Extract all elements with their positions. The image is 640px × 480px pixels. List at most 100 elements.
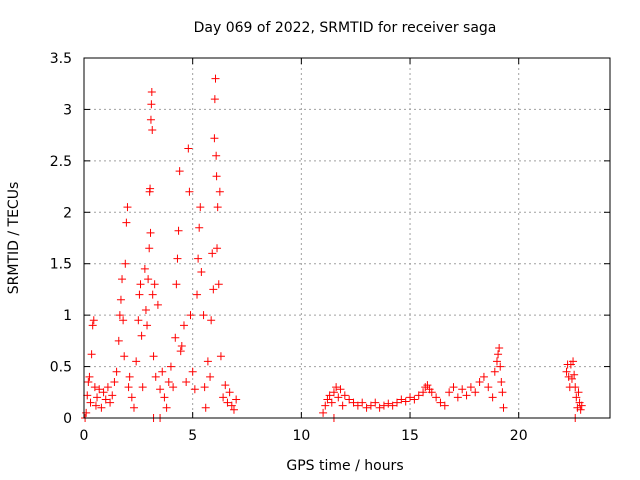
data-point: [327, 398, 336, 407]
data-point: [116, 295, 125, 304]
data-point: [82, 408, 91, 417]
data-point: [149, 352, 158, 361]
data-point: [83, 391, 92, 400]
y-tick-label: 0: [63, 411, 72, 427]
data-point: [211, 74, 220, 83]
data-point: [336, 385, 345, 394]
data-point: [392, 398, 401, 407]
data-point: [166, 362, 175, 371]
y-tick-label: 3.5: [50, 51, 72, 67]
x-axis-label: GPS time / hours: [286, 458, 403, 474]
data-points: [81, 74, 586, 422]
data-point: [574, 388, 583, 397]
data-point: [138, 383, 147, 392]
data-point: [564, 372, 573, 381]
data-point: [212, 172, 221, 181]
data-point: [99, 388, 108, 397]
data-point: [375, 403, 384, 412]
data-point: [137, 331, 146, 340]
data-point: [136, 280, 145, 289]
data-point: [164, 378, 173, 386]
data-point: [319, 408, 328, 417]
data-point: [103, 383, 112, 392]
data-point: [225, 388, 234, 397]
data-point: [427, 388, 436, 397]
data-point: [90, 383, 99, 392]
data-point: [573, 403, 582, 412]
data-point: [203, 357, 212, 366]
data-point: [176, 347, 185, 356]
grid-lines: [84, 58, 610, 418]
data-point: [432, 393, 441, 402]
data-point: [123, 203, 132, 212]
data-point: [223, 398, 232, 407]
data-point: [227, 401, 236, 410]
data-point: [201, 403, 210, 412]
y-tick-label: 3: [63, 102, 72, 118]
data-point: [140, 264, 149, 273]
x-tick-label: 5: [188, 428, 197, 444]
data-point: [479, 372, 488, 381]
data-point: [449, 383, 458, 392]
data-point: [207, 316, 216, 325]
data-point: [210, 95, 219, 104]
data-point: [87, 350, 96, 359]
x-tick-label: 20: [510, 428, 528, 444]
data-point: [115, 311, 124, 320]
data-point: [193, 290, 202, 299]
data-point: [91, 401, 100, 410]
data-point: [453, 393, 462, 402]
data-point: [569, 357, 578, 366]
data-point: [213, 244, 222, 253]
data-point: [388, 401, 397, 410]
data-point: [129, 403, 138, 412]
data-point: [567, 374, 576, 383]
data-point: [496, 362, 505, 371]
data-point: [147, 100, 156, 109]
data-point: [229, 405, 238, 414]
data-point: [134, 316, 143, 325]
x-tick-label: 0: [80, 428, 89, 444]
data-point: [101, 395, 110, 404]
data-point: [436, 398, 445, 407]
data-point: [466, 383, 475, 392]
data-point: [172, 280, 181, 289]
data-point: [182, 378, 191, 386]
chart-title: Day 069 of 2022, SRMTID for receiver sag…: [194, 20, 497, 36]
data-point: [212, 151, 221, 160]
data-point: [216, 352, 225, 361]
data-point: [158, 367, 167, 376]
data-point: [122, 218, 131, 227]
data-point: [112, 367, 121, 376]
data-point: [423, 381, 432, 390]
data-point: [213, 203, 222, 212]
data-point: [95, 385, 104, 394]
data-point: [497, 378, 506, 386]
data-point: [151, 372, 160, 381]
data-point: [219, 393, 228, 402]
data-point: [577, 401, 586, 410]
data-point: [329, 388, 338, 397]
data-point: [338, 401, 347, 410]
data-point: [156, 385, 165, 394]
y-tick-label: 2: [63, 205, 72, 221]
y-tick-label: 1.5: [50, 257, 72, 273]
data-point: [332, 383, 341, 392]
data-point: [209, 285, 218, 294]
data-point: [108, 391, 117, 400]
data-point: [150, 280, 159, 289]
data-point: [462, 391, 471, 400]
data-point: [362, 403, 371, 412]
data-point: [325, 391, 334, 400]
data-point: [147, 87, 156, 96]
data-point: [445, 388, 454, 397]
data-point: [162, 403, 171, 412]
data-point: [206, 372, 215, 381]
data-point: [397, 395, 406, 404]
data-point: [321, 401, 330, 410]
data-point: [458, 385, 467, 394]
plot-frame: [83, 57, 611, 419]
data-point: [440, 401, 449, 410]
data-point: [85, 372, 94, 381]
